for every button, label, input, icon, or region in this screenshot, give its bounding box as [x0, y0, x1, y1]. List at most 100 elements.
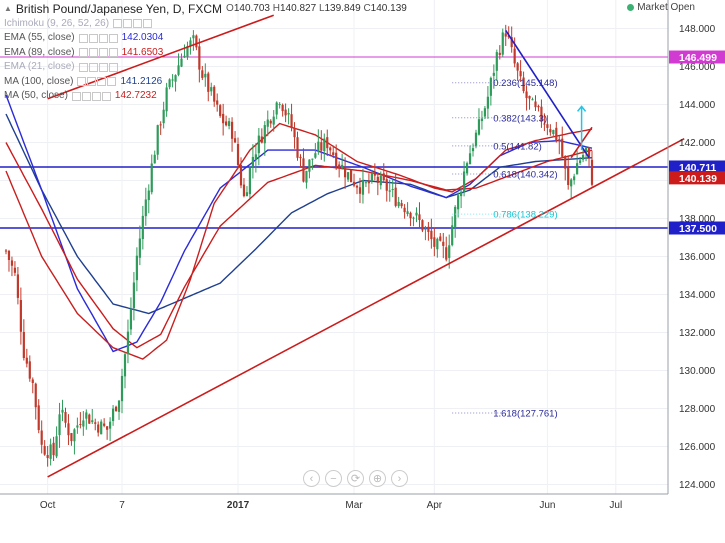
scroll-right-button[interactable]: › — [391, 470, 408, 487]
candle-body — [290, 114, 293, 128]
zoom-out-button[interactable]: − — [325, 470, 342, 487]
candle-body — [525, 91, 528, 99]
candle-body — [379, 175, 382, 186]
candle-body — [123, 354, 127, 377]
candle-body — [409, 212, 412, 219]
candle-body — [25, 357, 28, 364]
market-open-dot-icon — [627, 3, 635, 11]
candle-body — [412, 217, 415, 219]
candle-body — [168, 79, 171, 88]
candle-body — [424, 228, 427, 230]
candle-body — [522, 77, 525, 92]
settings-icon[interactable] — [123, 19, 133, 29]
eye-icon[interactable] — [113, 19, 123, 29]
candle-body — [558, 139, 561, 142]
candle-body — [587, 147, 591, 159]
settings-icon[interactable] — [88, 33, 98, 43]
price-scale-labels: 146.499 140.711 137.500 140.139 — [669, 50, 725, 235]
candle-body — [189, 40, 192, 47]
eye-icon[interactable] — [77, 77, 87, 87]
y-tick-label: 132.000 — [679, 328, 716, 339]
close-icon[interactable] — [97, 77, 107, 87]
candle-body — [531, 99, 534, 101]
close-icon[interactable] — [91, 91, 101, 101]
candle-body — [135, 255, 138, 281]
candle-body — [4, 250, 8, 252]
settings-icon[interactable] — [88, 62, 98, 72]
indicator-row: MA (50, close) 142.7232 — [4, 89, 407, 104]
candle-body — [28, 361, 31, 379]
candle-body — [192, 35, 195, 39]
y-tick-label: 128.000 — [679, 404, 716, 415]
settings-icon[interactable] — [87, 77, 97, 87]
candle-body — [213, 86, 216, 102]
more-icon[interactable] — [108, 62, 118, 72]
candle-body — [239, 164, 243, 186]
candle-body — [76, 425, 79, 428]
ema89-line — [5, 142, 593, 349]
more-icon[interactable] — [108, 33, 118, 43]
candle-body — [546, 124, 549, 128]
close-icon[interactable] — [98, 48, 108, 58]
candle-body — [114, 406, 118, 411]
more-icon[interactable] — [143, 19, 153, 29]
eye-icon[interactable] — [78, 48, 88, 58]
more-icon[interactable] — [107, 77, 117, 87]
candle-body — [49, 444, 52, 459]
candle-body — [141, 215, 144, 240]
candle-body — [430, 230, 433, 240]
more-icon[interactable] — [101, 91, 111, 101]
candle-body — [236, 143, 240, 165]
indicator-row: Ichimoku (9, 26, 52, 26) — [4, 17, 407, 32]
candle-body — [540, 106, 543, 122]
symbol-title: British Pound/Japanese Yen, D, FXCM — [15, 2, 223, 16]
breakout-arrow-head-icon — [577, 105, 587, 112]
trendlines — [47, 14, 685, 478]
reset-chart-button[interactable]: ⟳ — [347, 470, 364, 487]
candle-body — [79, 424, 82, 426]
indicator-controls — [78, 33, 118, 43]
eye-icon[interactable] — [78, 33, 88, 43]
candle-body — [230, 121, 234, 139]
candle-body — [352, 181, 356, 186]
eye-icon[interactable] — [78, 62, 88, 72]
candle-body — [314, 153, 317, 158]
candle-body — [198, 46, 201, 70]
candle-body — [549, 129, 552, 133]
candle-body — [471, 148, 475, 152]
x-tick-label: Mar — [345, 500, 363, 511]
trendline-support — [47, 137, 685, 478]
settings-icon[interactable] — [81, 91, 91, 101]
y-tick-label: 148.000 — [679, 24, 716, 35]
candle-body — [489, 77, 492, 96]
candle-body — [117, 400, 121, 412]
more-icon[interactable] — [108, 48, 118, 58]
price-tag-box — [669, 50, 725, 64]
y-tick-label: 130.000 — [679, 366, 716, 377]
candle-body — [448, 245, 451, 258]
y-tick-label: 126.000 — [679, 442, 716, 453]
fib-label: 0.5(141.82) — [493, 141, 542, 152]
indicator-row: EMA (21, close) — [4, 60, 407, 75]
candle-body — [225, 121, 228, 126]
close-icon[interactable] — [133, 19, 143, 29]
moving-average-lines — [5, 94, 593, 360]
eye-icon[interactable] — [71, 91, 81, 101]
zoom-in-button[interactable]: ⊕ — [369, 470, 386, 487]
zoom-controls: ‹ − ⟳ ⊕ › — [303, 470, 408, 487]
scroll-left-button[interactable]: ‹ — [303, 470, 320, 487]
close-icon[interactable] — [98, 33, 108, 43]
candle-body — [454, 206, 457, 227]
settings-icon[interactable] — [88, 48, 98, 58]
candle-body — [394, 187, 397, 206]
chart-legend: ▲ British Pound/Japanese Yen, D, FXCM O1… — [4, 2, 407, 104]
candle-body — [138, 238, 141, 258]
close-icon[interactable] — [98, 62, 108, 72]
collapse-legend-icon[interactable]: ▲ — [4, 4, 12, 13]
candle-body — [483, 108, 487, 117]
candle-body — [406, 211, 409, 215]
candle-body — [245, 192, 249, 197]
candle-body — [242, 184, 246, 197]
trendline-falling — [505, 29, 590, 159]
